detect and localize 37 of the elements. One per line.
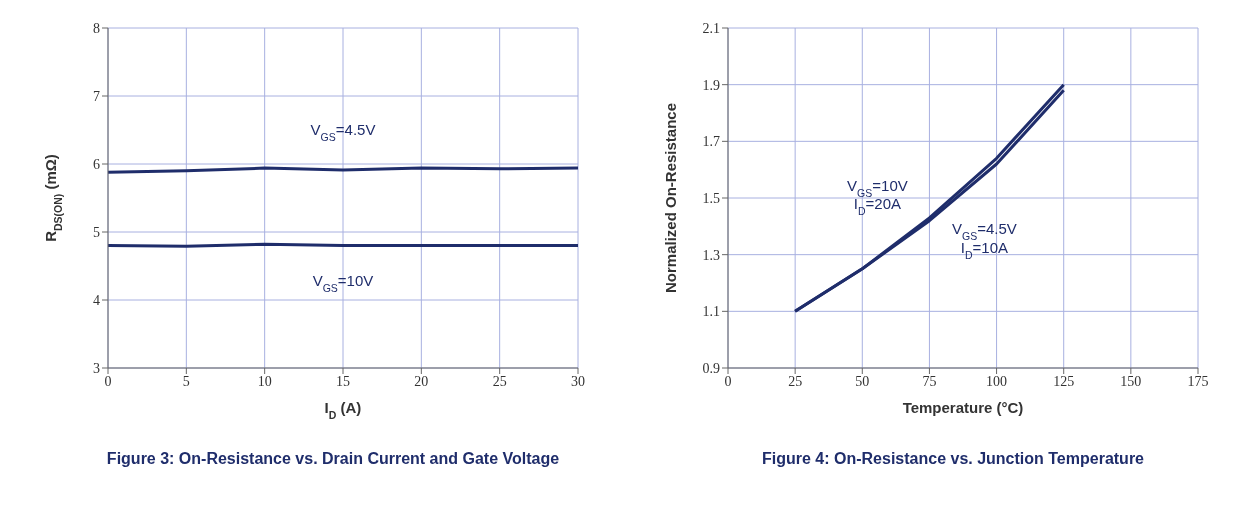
y-tick-label: 2.1 (702, 20, 720, 36)
text: Figure 4: On-Resistance vs. Junction Temperature (761, 450, 1145, 467)
x-tick-label: 175 (1187, 373, 1209, 389)
y-tick-label: 1.1 (702, 304, 720, 320)
x-tick-label: 100 (986, 373, 1008, 389)
x-tick-label: 30 (571, 373, 585, 389)
y-tick-label: 6 (93, 156, 100, 172)
y-tick-label: 8 (93, 20, 100, 36)
y-tick-label: 7 (93, 88, 100, 104)
x-tick-label: 0 (104, 373, 112, 389)
y-tick-label: 3 (93, 360, 100, 376)
y-tick-label: 1.3 (702, 247, 720, 263)
text: Figure 3: On-Resistance vs. Drain Current and Gate Voltage (106, 450, 560, 467)
x-tick-label: 25 (788, 373, 803, 389)
x-tick-label: 125 (1053, 373, 1075, 389)
y-tick-label: 0.9 (702, 360, 720, 376)
x-axis-title: Temperature (°C) (902, 399, 1024, 416)
x-tick-label: 0 (724, 373, 732, 389)
x-axis-title: I$_{D}$ (A) (324, 399, 362, 421)
x-tick-label: 150 (1120, 373, 1142, 389)
series-label: V$_{GS}$=10V (312, 271, 374, 294)
series-label: V$_{GS}$=4.5V (310, 121, 376, 144)
x-tick-label: 15 (336, 373, 350, 389)
series-label: V$_{GS}$=10V I$_{D}$=20A (847, 176, 908, 218)
y-tick-label: 1.5 (702, 190, 720, 206)
x-tick-label: 20 (414, 373, 429, 389)
x-tick-label: 50 (855, 373, 870, 389)
y-tick-label: 5 (93, 224, 100, 240)
y-tick-label: 1.9 (702, 77, 720, 93)
y-tick-label: 1.7 (702, 134, 720, 150)
y-tick-label: 4 (93, 292, 100, 308)
x-tick-label: 10 (257, 373, 272, 389)
y-axis-title: Normalized On-Resistance (662, 102, 679, 294)
x-tick-label: 25 (492, 373, 507, 389)
x-tick-label: 5 (182, 373, 190, 389)
series-label: V$_{GS}$=4.5V I$_{D}$=10A (952, 219, 1017, 261)
x-tick-label: 75 (922, 373, 937, 389)
